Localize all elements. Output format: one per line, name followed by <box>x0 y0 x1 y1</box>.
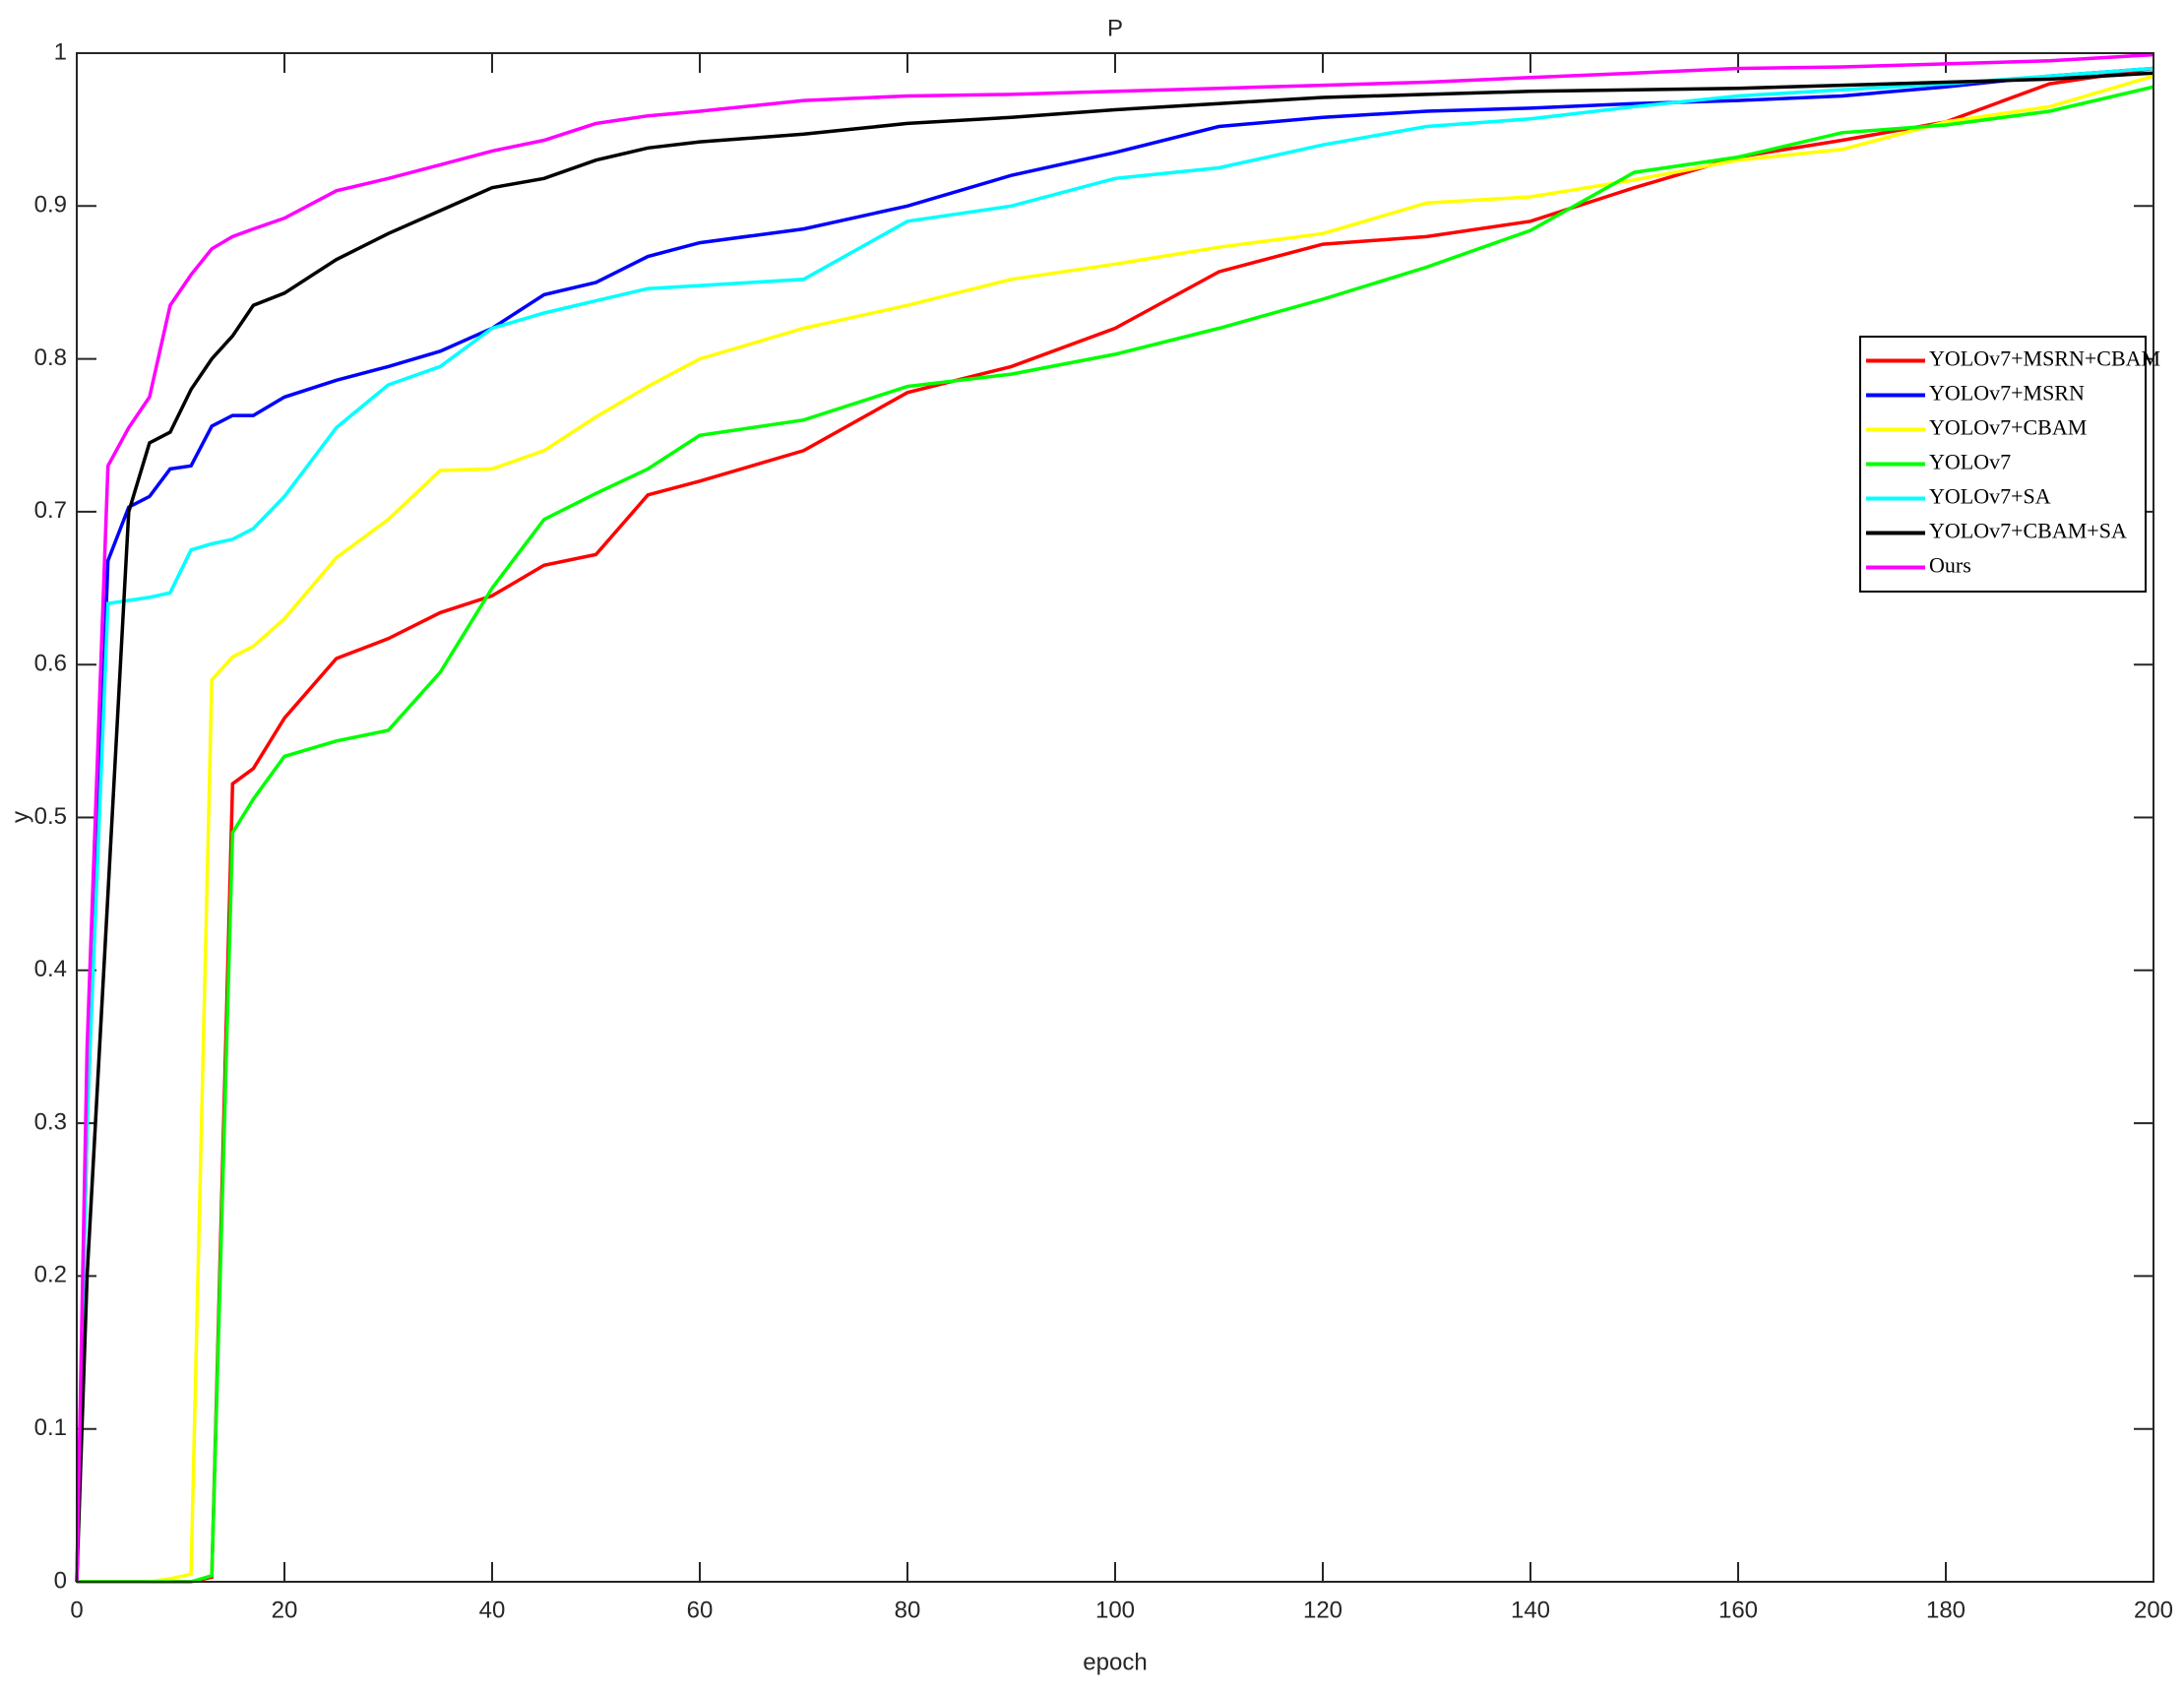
y-tick-label: 0.9 <box>34 192 67 219</box>
x-tick-label: 0 <box>70 1597 83 1623</box>
series-line <box>75 66 2154 1583</box>
legend: YOLOv7+MSRN+CBAM YOLOv7+MSRN YOLOv7+CBAM YO… <box>1859 336 2160 593</box>
legend-label: YOLOv7+SA <box>1929 484 2051 509</box>
legend-label: YOLOv7 <box>1929 450 2011 474</box>
series-line <box>77 66 2154 1584</box>
legend-label: YOLOv7+CBAM+SA <box>1929 519 2127 543</box>
y-axis-label: y <box>7 811 33 823</box>
legend-label: YOLOv7+MSRN+CBAM <box>1929 346 2160 371</box>
plot-frame <box>76 52 2154 1583</box>
legend-label: Ours <box>1929 553 1971 578</box>
y-tick-label: 0.5 <box>34 803 67 830</box>
y-tick-label: 0.1 <box>34 1414 67 1441</box>
legend-label: YOLOv7+CBAM <box>1929 415 2087 440</box>
y-tick-label: 0 <box>54 1567 67 1594</box>
x-tick-label: 60 <box>687 1597 714 1623</box>
series-line <box>75 66 2154 1583</box>
x-tick-label: 140 <box>1511 1597 1550 1623</box>
series-line <box>77 85 2154 1584</box>
x-tick-label: 120 <box>1303 1597 1342 1623</box>
x-tick-label: 20 <box>272 1597 298 1623</box>
x-tick-label: 40 <box>479 1597 506 1623</box>
legend-label: YOLOv7+MSRN <box>1929 381 2085 406</box>
y-tick-label: 0.7 <box>34 497 67 524</box>
x-axis-label: epoch <box>1083 1649 1147 1675</box>
series-line <box>77 74 2154 1584</box>
series-line <box>75 52 2154 1583</box>
chart-title: P <box>1107 15 1123 41</box>
series-line <box>75 71 2154 1583</box>
y-tick-label: 1 <box>54 38 67 65</box>
x-tick-label: 80 <box>895 1597 921 1623</box>
y-tick-label: 0.8 <box>34 345 67 371</box>
y-tick-label: 0.3 <box>34 1108 67 1135</box>
y-tick-label: 0.2 <box>34 1262 67 1288</box>
x-tick-label: 160 <box>1718 1597 1758 1623</box>
y-tick-label: 0.4 <box>34 956 67 982</box>
x-tick-label: 200 <box>2134 1597 2173 1623</box>
y-tick-label: 0.6 <box>34 651 67 677</box>
x-tick-label: 100 <box>1095 1597 1135 1623</box>
x-tick-label: 180 <box>1926 1597 1966 1623</box>
